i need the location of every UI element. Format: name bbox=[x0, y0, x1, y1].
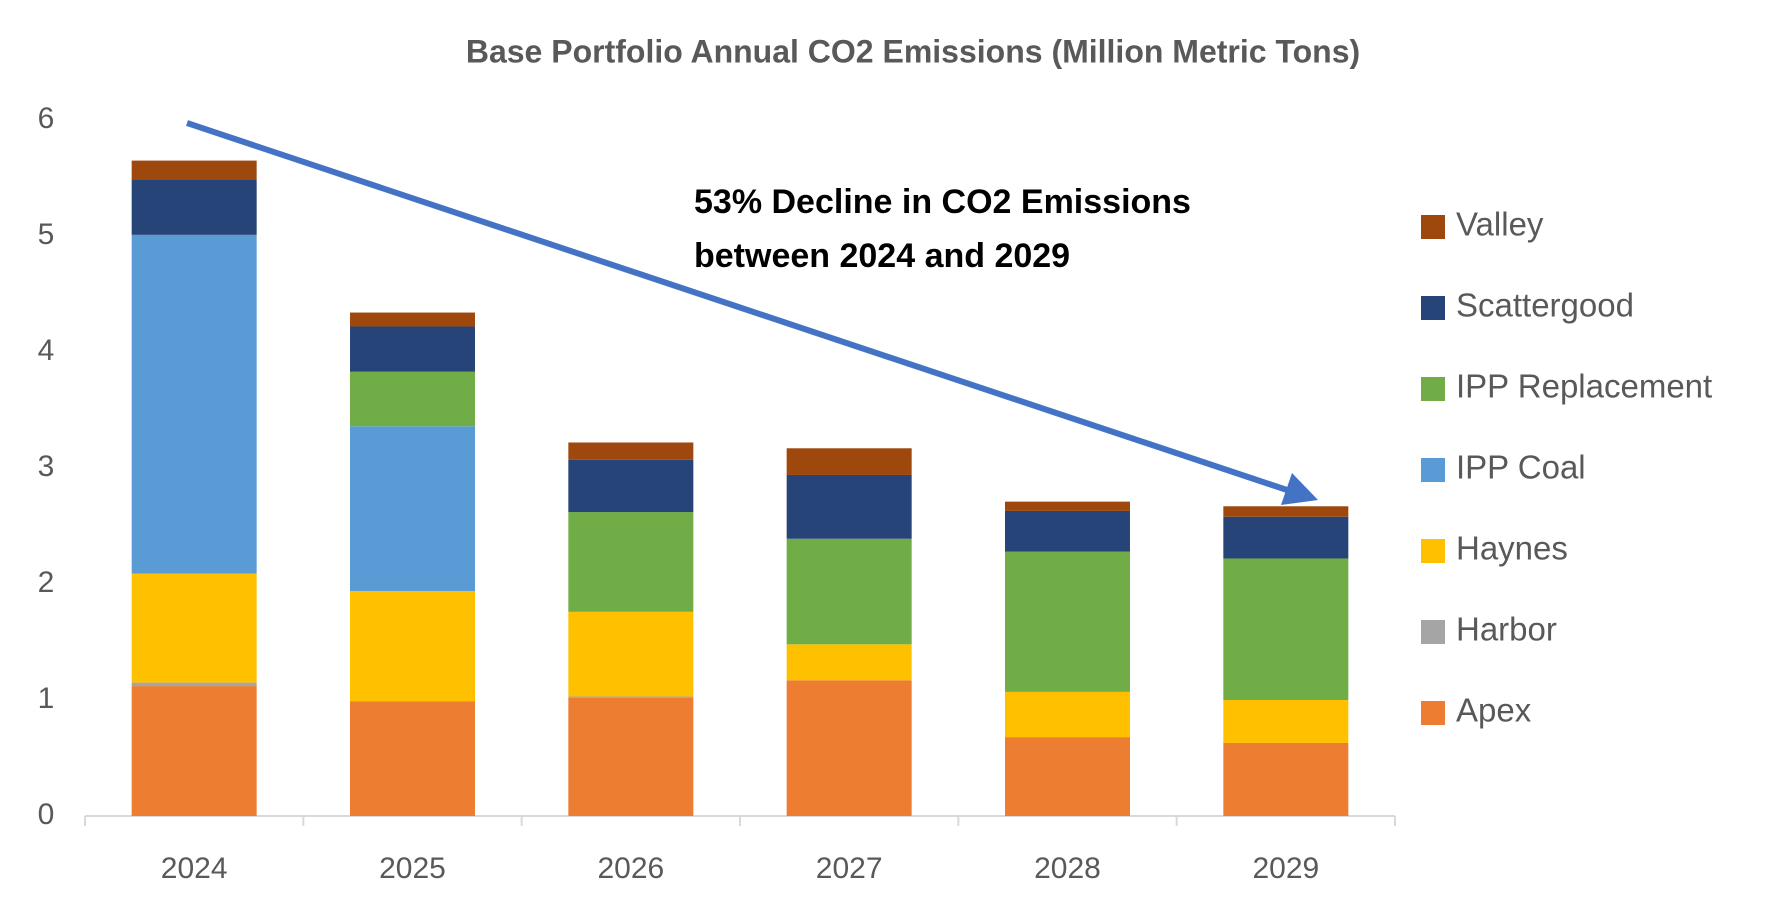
x-tick-label: 2029 bbox=[1252, 852, 1319, 885]
bar-segment bbox=[1223, 700, 1349, 743]
bar-segment bbox=[131, 160, 257, 180]
bar-segment bbox=[1223, 742, 1349, 816]
legend-label: Valley bbox=[1456, 206, 1544, 243]
bar-segment bbox=[786, 474, 912, 539]
bar-segment bbox=[568, 697, 694, 816]
y-tick-label: 4 bbox=[38, 334, 55, 367]
bar-segment bbox=[568, 512, 694, 612]
arrow-head bbox=[1281, 473, 1318, 505]
x-tick-label: 2025 bbox=[379, 852, 446, 885]
y-tick-label: 5 bbox=[38, 218, 55, 251]
legend-label: Apex bbox=[1456, 692, 1532, 729]
legend-swatch bbox=[1421, 539, 1445, 563]
bar-segment bbox=[1223, 558, 1349, 700]
bar-segment bbox=[568, 459, 694, 513]
legend-swatch bbox=[1421, 215, 1445, 239]
y-tick-label: 1 bbox=[38, 682, 55, 715]
bar-segment bbox=[131, 686, 257, 816]
annotation: 53% Decline in CO2 Emissions bbox=[694, 183, 1191, 221]
legend-label: Haynes bbox=[1456, 530, 1568, 567]
bar-segment bbox=[1005, 737, 1130, 816]
legend-swatch bbox=[1421, 377, 1445, 401]
bar-segment bbox=[568, 611, 694, 697]
bar-segment bbox=[131, 573, 257, 683]
bar-segment bbox=[568, 696, 694, 698]
bar-segment bbox=[350, 426, 475, 591]
bar-segment bbox=[786, 448, 912, 475]
bar-segment bbox=[350, 326, 475, 372]
bar-segment bbox=[1005, 691, 1130, 738]
bar-segment bbox=[786, 644, 912, 681]
bar-segment bbox=[568, 442, 694, 460]
bar-segment bbox=[131, 179, 257, 235]
bar-segment bbox=[131, 234, 257, 574]
x-tick-label: 2028 bbox=[1034, 852, 1101, 885]
bar-segment bbox=[786, 538, 912, 645]
legend-swatch bbox=[1421, 296, 1445, 320]
bar-segment bbox=[350, 701, 475, 816]
y-tick-label: 2 bbox=[38, 566, 55, 599]
trend-arrow bbox=[186, 120, 1291, 494]
bar-segment bbox=[350, 371, 475, 427]
y-tick-label: 3 bbox=[38, 450, 55, 483]
legend-swatch bbox=[1421, 620, 1445, 644]
bar-segment bbox=[786, 680, 912, 816]
y-tick-label: 0 bbox=[38, 798, 55, 831]
x-tick-label: 2026 bbox=[597, 852, 664, 885]
x-tick-label: 2027 bbox=[816, 852, 883, 885]
bar-segment bbox=[350, 590, 475, 702]
bar-segment bbox=[1005, 551, 1130, 692]
bar-segment bbox=[1223, 516, 1349, 559]
legend-swatch bbox=[1421, 701, 1445, 725]
bar-segment bbox=[131, 682, 257, 687]
annotation: between 2024 and 2029 bbox=[694, 237, 1070, 275]
legend-label: IPP Replacement bbox=[1456, 368, 1712, 405]
chart-title: Base Portfolio Annual CO2 Emissions (Mil… bbox=[466, 33, 1360, 69]
x-tick-label: 2024 bbox=[161, 852, 228, 885]
legend-swatch bbox=[1421, 458, 1445, 482]
legend-label: Harbor bbox=[1456, 611, 1557, 648]
bar-segment bbox=[1223, 506, 1349, 517]
legend-label: IPP Coal bbox=[1456, 449, 1586, 486]
bar-segment bbox=[350, 312, 475, 327]
bar-segment bbox=[1005, 510, 1130, 552]
y-tick-label: 6 bbox=[38, 102, 55, 135]
legend-label: Scattergood bbox=[1456, 287, 1634, 324]
bar-segment bbox=[1005, 501, 1130, 511]
